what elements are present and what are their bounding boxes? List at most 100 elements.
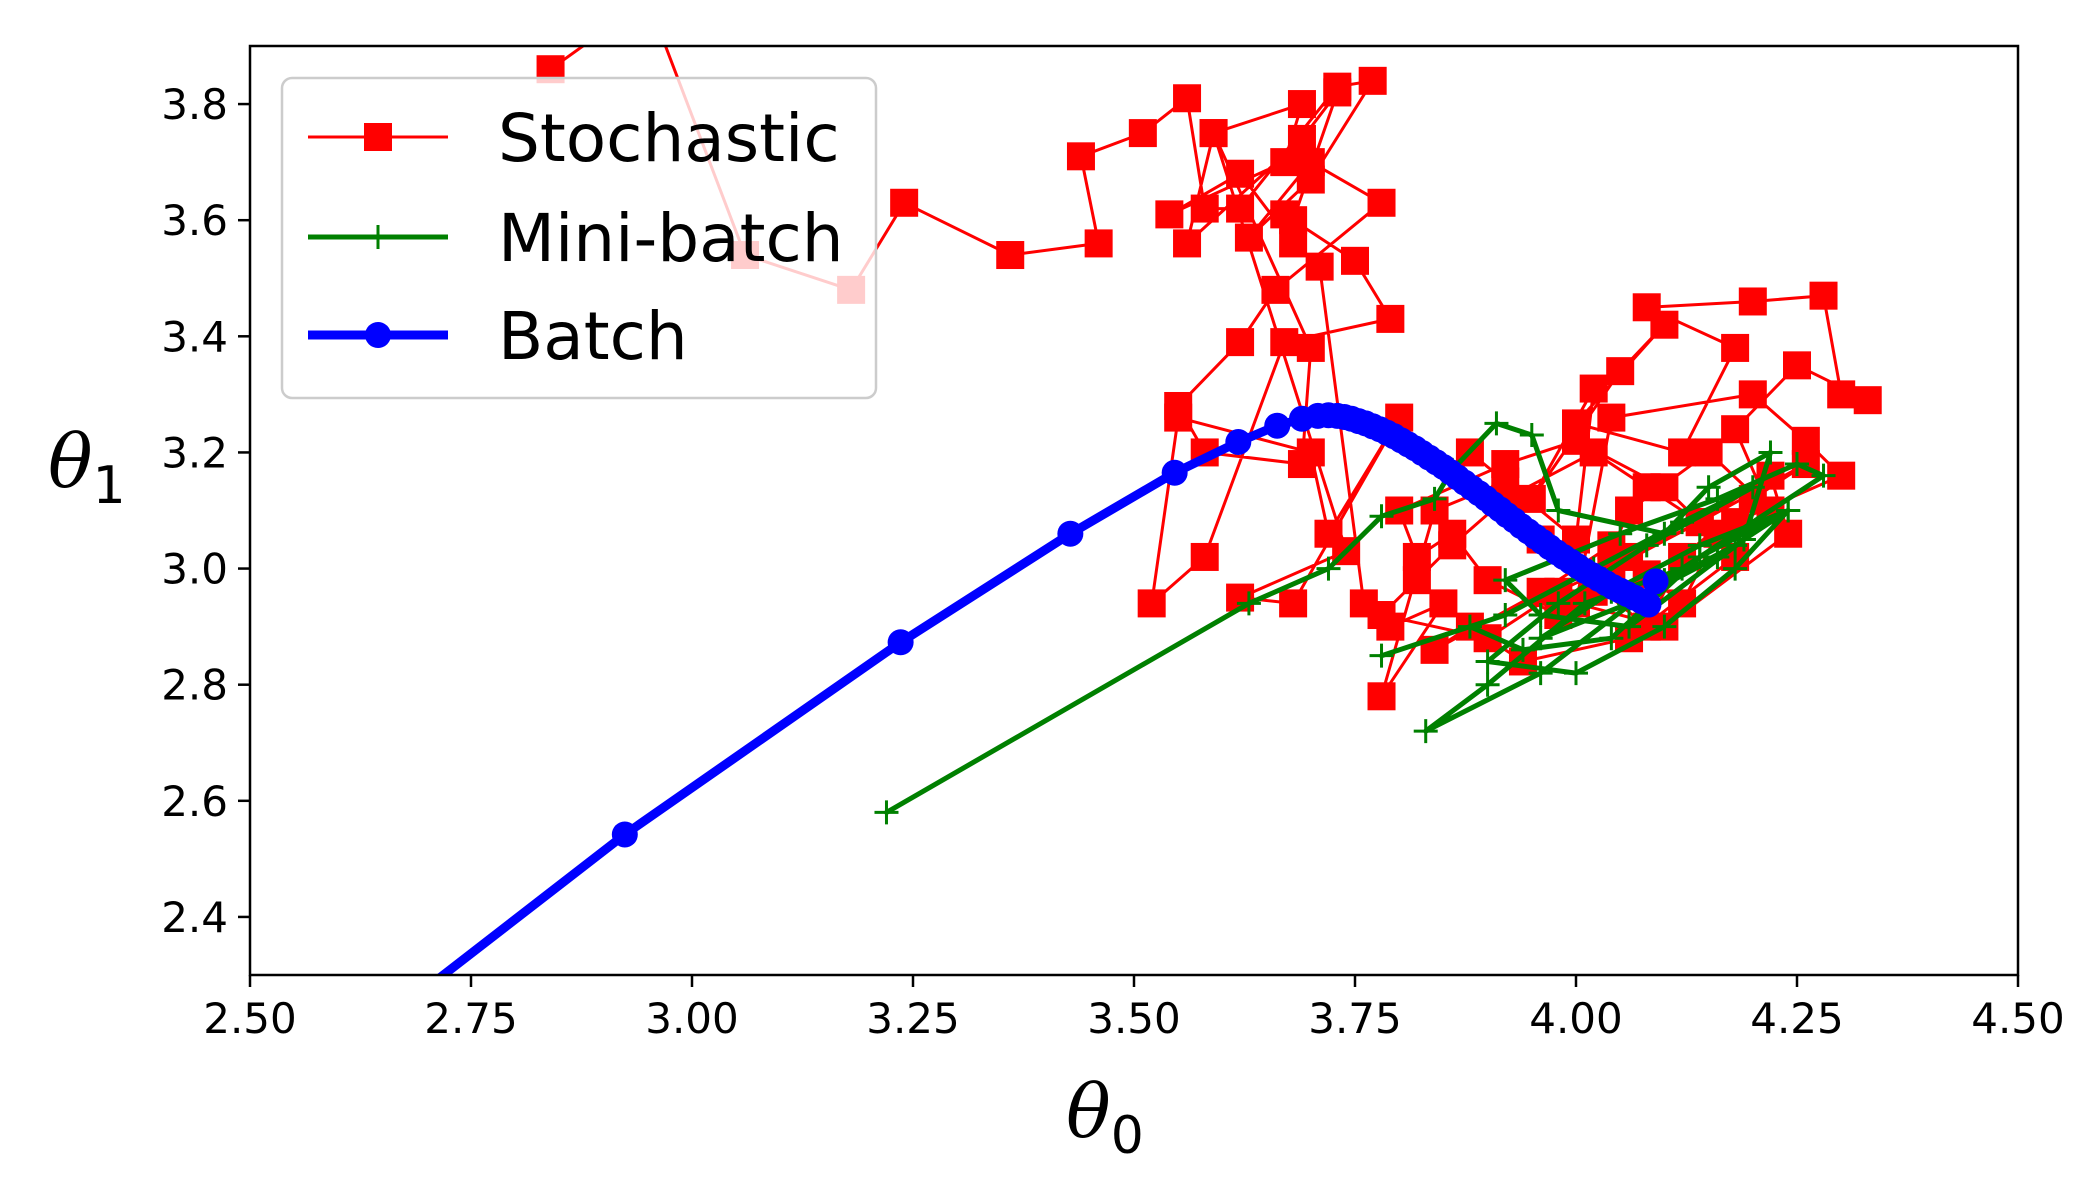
mini-batch-point bbox=[1723, 556, 1748, 581]
x-axis-label-sub: 0 bbox=[1111, 1106, 1144, 1166]
stochastic-point bbox=[1597, 403, 1626, 432]
mini-batch-point bbox=[1564, 661, 1588, 686]
x-tick-label: 3.75 bbox=[1308, 994, 1402, 1043]
stochastic-point bbox=[1164, 403, 1193, 432]
mini-batch-point bbox=[1546, 498, 1571, 523]
stochastic-point bbox=[1226, 328, 1255, 357]
stochastic-point bbox=[1738, 287, 1767, 316]
mini-batch-point bbox=[1705, 486, 1730, 511]
series-batch bbox=[436, 402, 1669, 975]
stochastic-point bbox=[1341, 246, 1369, 275]
stochastic-point bbox=[1270, 200, 1299, 229]
stochastic-point bbox=[1668, 438, 1697, 467]
mini-batch-point bbox=[1670, 510, 1695, 535]
stochastic-point bbox=[1287, 90, 1316, 119]
x-tick-label: 3.00 bbox=[645, 994, 739, 1043]
x-tick-label: 2.50 bbox=[203, 994, 297, 1043]
stochastic-point bbox=[1296, 333, 1325, 362]
mini-batch-point bbox=[1634, 533, 1659, 558]
mini-batch-point bbox=[1705, 544, 1730, 569]
mini-batch-point bbox=[1758, 440, 1783, 465]
mini-batch-point bbox=[1608, 521, 1633, 546]
y-tick-label: 2.8 bbox=[161, 661, 228, 710]
stochastic-point bbox=[1226, 159, 1255, 188]
mini-batch-point bbox=[1475, 649, 1500, 674]
mini-batch-point bbox=[1413, 719, 1438, 744]
mini-batch-point bbox=[1670, 556, 1695, 581]
mini-batch-point bbox=[1493, 568, 1518, 593]
stochastic-point bbox=[1261, 275, 1290, 304]
stochastic-point bbox=[1438, 531, 1467, 560]
legend-label: Batch bbox=[498, 298, 688, 375]
stochastic-point bbox=[1429, 589, 1458, 618]
y-axis-label: θ1 bbox=[48, 419, 126, 516]
stochastic-point bbox=[1791, 426, 1820, 455]
mini-batch-point bbox=[1546, 591, 1571, 616]
stochastic-point bbox=[1632, 293, 1661, 322]
mini-batch-line bbox=[884, 420, 1826, 815]
y-axis-label-main: θ bbox=[48, 419, 93, 505]
stochastic-point bbox=[1226, 194, 1255, 223]
stochastic-point bbox=[1367, 188, 1396, 217]
x-tick-label: 3.50 bbox=[1087, 994, 1181, 1043]
stochastic-point bbox=[1579, 438, 1608, 467]
stochastic-point bbox=[1517, 484, 1546, 513]
stochastic-point bbox=[1128, 119, 1157, 148]
legend-frame bbox=[280, 76, 878, 400]
y-tick-label: 3.0 bbox=[161, 545, 228, 594]
y-tick-label: 3.8 bbox=[161, 80, 228, 129]
x-axis: 2.50 2.75 3.00 3.25 3.50 3.75 4.00 4.25 4.50 bbox=[203, 975, 2065, 1043]
legend: Stochastic Mini-batch Batch bbox=[280, 76, 878, 400]
mini-batch-point bbox=[1493, 603, 1518, 628]
batch-point bbox=[1057, 520, 1084, 547]
mini-batch-point bbox=[1687, 533, 1712, 558]
mini-batch-point bbox=[874, 800, 899, 825]
stochastic-point bbox=[1270, 328, 1299, 357]
legend-entries: Stochastic Mini-batch Batch bbox=[308, 100, 844, 375]
mini-batch-point bbox=[1572, 591, 1597, 616]
x-tick-label: 2.75 bbox=[424, 994, 518, 1043]
stochastic-point bbox=[1199, 119, 1228, 148]
stochastic-point bbox=[1376, 304, 1405, 333]
x-axis-label: θ0 bbox=[1066, 1069, 1144, 1166]
stochastic-point bbox=[1173, 229, 1202, 258]
stochastic-point bbox=[1606, 357, 1635, 386]
mini-batch-point bbox=[1519, 423, 1544, 448]
y-tick-label: 3.6 bbox=[161, 196, 228, 245]
legend-marker bbox=[365, 322, 391, 348]
y-axis-label-sub: 1 bbox=[93, 456, 126, 516]
stochastic-point bbox=[1809, 281, 1838, 310]
stochastic-point bbox=[1367, 601, 1396, 630]
y-tick-label: 2.6 bbox=[161, 777, 228, 826]
stochastic-point bbox=[1367, 682, 1396, 711]
legend-label: Mini-batch bbox=[498, 200, 844, 277]
mini-batch-point bbox=[1369, 504, 1394, 529]
stochastic-point bbox=[1579, 374, 1608, 403]
mini-batch-point bbox=[1785, 452, 1809, 477]
stochastic-point bbox=[1721, 333, 1750, 362]
stochastic-point bbox=[1084, 229, 1113, 258]
stochastic-point bbox=[1827, 380, 1856, 409]
stochastic-point bbox=[1296, 438, 1325, 467]
legend-marker bbox=[366, 225, 390, 249]
y-axis: 2.4 2.6 2.8 3.0 3.2 3.4 3.6 3.8 bbox=[161, 80, 250, 942]
stochastic-point bbox=[1783, 351, 1811, 380]
mini-batch-point bbox=[1811, 463, 1836, 488]
stochastic-point bbox=[996, 241, 1025, 270]
batch-point bbox=[1264, 412, 1291, 439]
y-tick-label: 3.4 bbox=[161, 312, 228, 361]
mini-batch-point bbox=[1652, 614, 1677, 639]
legend-label: Stochastic bbox=[498, 100, 840, 177]
batch-point bbox=[1225, 428, 1252, 455]
stochastic-point bbox=[1323, 78, 1352, 107]
mini-batch-point bbox=[1599, 626, 1624, 651]
stochastic-point bbox=[1853, 386, 1882, 415]
stochastic-point bbox=[1305, 252, 1334, 281]
mini-batch-point bbox=[1316, 556, 1341, 581]
stochastic-point bbox=[1632, 473, 1661, 502]
batch-point bbox=[1161, 459, 1188, 486]
stochastic-point bbox=[1738, 380, 1767, 409]
stochastic-point bbox=[1066, 142, 1095, 171]
stochastic-point bbox=[1358, 66, 1387, 95]
